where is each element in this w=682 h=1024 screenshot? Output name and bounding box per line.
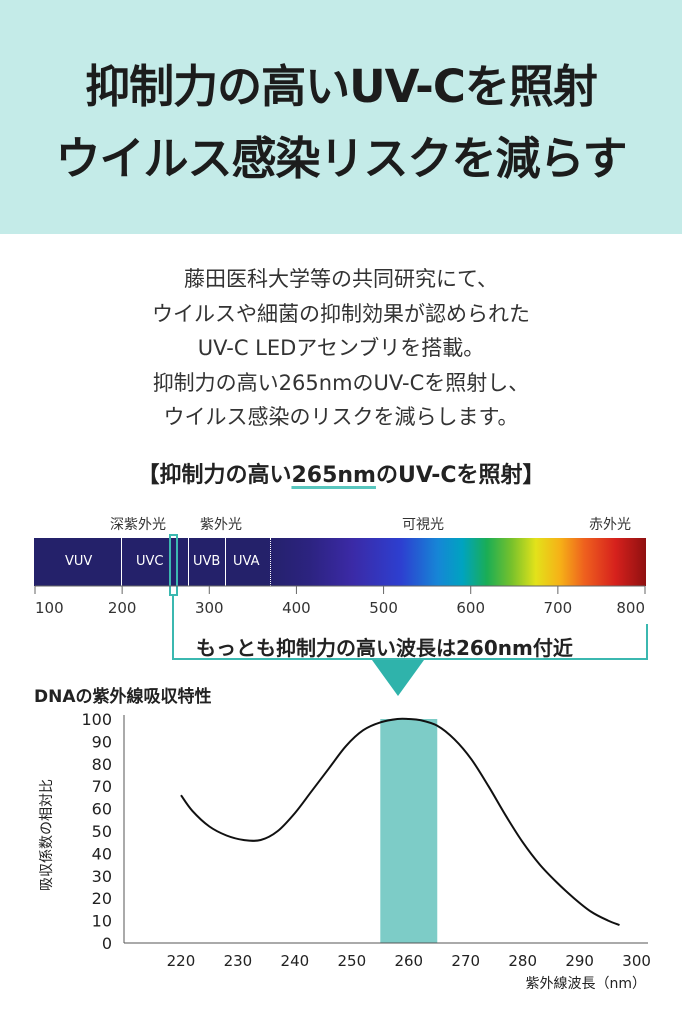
band-label-uvc: UVC — [136, 554, 164, 569]
pointer-triangle — [372, 660, 424, 696]
spectrum-bar — [34, 538, 646, 586]
highlight-band-255-265nm — [380, 719, 438, 943]
band-divider — [188, 538, 189, 586]
hero-banner: 抑制力の高いUV-Cを照射 ウイルス感染リスクを減らす — [0, 0, 682, 234]
y-tick-label: 90 — [92, 732, 112, 751]
y-tick-label: 0 — [102, 934, 112, 953]
band-divider — [225, 538, 226, 586]
callout-connector — [172, 658, 648, 660]
intro-line: UV-C LEDアセンブリを搭載。 — [197, 336, 485, 360]
absorption-curve — [180, 717, 620, 927]
y-tick-label: 100 — [81, 710, 112, 729]
band-label-uva: UVA — [233, 554, 260, 569]
chart-title: DNAの紫外線吸収特性 — [34, 687, 212, 707]
x-axis-title: 紫外線波長（nm） — [525, 976, 646, 992]
callout-connector — [172, 596, 174, 660]
label-visible: 可視光 — [402, 517, 444, 533]
intro-line: ウイルス感染のリスクを減らします。 — [163, 405, 519, 429]
headline-line-1: 抑制力の高いUV-Cを照射 — [85, 60, 598, 113]
label-infrared: 赤外光 — [589, 517, 631, 533]
intro-text: 藤田医科大学等の共同研究にて、 ウイルスや細菌の抑制効果が認められた UV-C … — [0, 262, 682, 435]
y-tick-label: 40 — [92, 844, 112, 863]
spectrum-tick-label: 200 — [108, 599, 137, 617]
x-tick-label: 270 — [451, 952, 480, 970]
x-tick-label: 300 — [622, 952, 651, 970]
y-tick-label: 10 — [92, 912, 112, 931]
intro-line: ウイルスや細菌の抑制効果が認められた — [152, 301, 530, 326]
spectrum-tick-label: 600 — [456, 599, 485, 617]
y-tick-label: 60 — [92, 800, 112, 819]
band-divider-dotted — [270, 538, 272, 586]
section-heading: 【抑制力の高い265nmのUV-Cを照射】 — [0, 457, 682, 489]
intro-line: 抑制力の高い265nmのUV-Cを照射し、 — [152, 370, 530, 395]
y-tick-label: 30 — [92, 867, 112, 886]
spectrum-tick-label: 100 — [35, 599, 64, 617]
y-tick-label: 80 — [92, 755, 112, 774]
spectrum-tick-label: 300 — [195, 599, 224, 617]
band-label-vuv: VUV — [65, 554, 93, 569]
spectrum-tick-label: 700 — [544, 599, 573, 617]
label-deep-uv: 深紫外光 — [110, 517, 166, 533]
band-divider — [121, 538, 122, 586]
265nm-marker — [169, 534, 178, 596]
section-heading-before: 【抑制力の高い — [137, 463, 292, 488]
y-tick-label: 70 — [92, 777, 112, 796]
label-uv: 紫外光 — [200, 517, 242, 533]
y-tick-label: 50 — [92, 822, 112, 841]
spectrum-tick-label: 800 — [616, 599, 645, 617]
spectrum-tick-label: 500 — [369, 599, 398, 617]
x-tick-label: 260 — [394, 952, 423, 970]
spectrum-tick-label: 400 — [282, 599, 311, 617]
section-heading-after: のUV-Cを照射】 — [375, 463, 545, 488]
headline-line-2: ウイルス感染リスクを減らす — [55, 132, 627, 185]
band-label-uvb: UVB — [193, 554, 221, 569]
x-tick-label: 220 — [167, 952, 196, 970]
x-tick-label: 290 — [565, 952, 594, 970]
y-tick-label: 20 — [92, 889, 112, 908]
y-axis-title: 吸収係数の相対比 — [39, 779, 55, 891]
intro-line: 藤田医科大学等の共同研究にて、 — [184, 267, 498, 291]
x-tick-label: 240 — [281, 952, 310, 970]
x-tick-label: 230 — [224, 952, 253, 970]
section-heading-highlight: 265nm — [291, 463, 376, 488]
x-tick-label: 280 — [508, 952, 537, 970]
callout-connector — [646, 624, 648, 660]
x-tick-label: 250 — [338, 952, 367, 970]
callout-text: もっとも抑制力の高い波長は260nm付近 — [196, 636, 573, 660]
